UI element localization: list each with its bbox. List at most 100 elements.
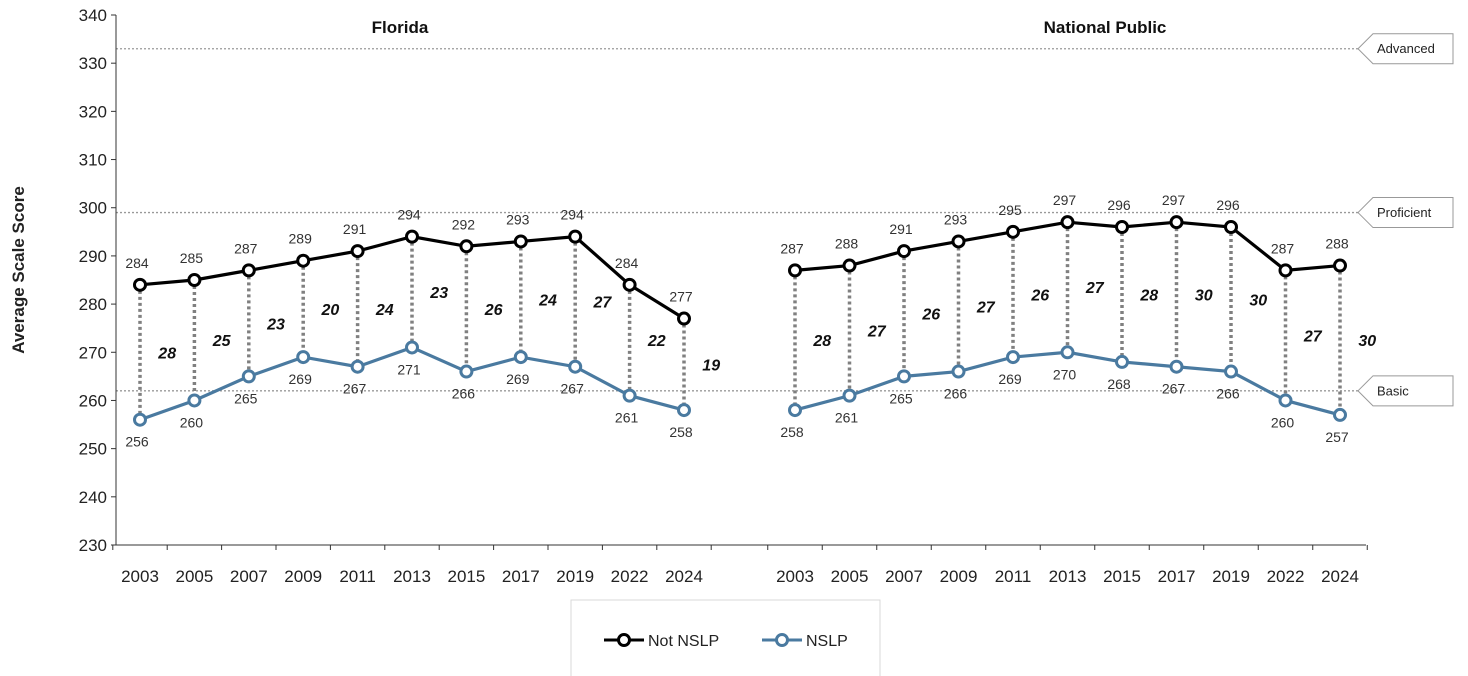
data-point-not-nslp [568,229,583,244]
data-label-not-nslp: 296 [1107,197,1131,213]
data-point-not-nslp [677,311,691,326]
data-point-not-nslp [187,273,202,287]
panel-title: National Public [1044,18,1167,37]
data-label-not-nslp: 295 [998,202,1022,218]
data-label-nslp: 257 [1325,429,1349,445]
data-label-not-nslp: 293 [506,211,530,227]
data-point-nslp [350,359,365,374]
legend: Not NSLP NSLP [570,599,881,676]
data-label-not-nslp: 288 [835,236,859,252]
data-point-not-nslp [350,244,365,259]
x-tick-label: 2017 [502,567,540,586]
level-flag-advanced [1357,33,1454,65]
data-point-nslp [568,359,583,374]
data-point-not-nslp [622,277,637,292]
level-flag-label: Basic [1377,383,1409,398]
x-tick-label: 2024 [665,567,703,586]
y-tick-label: 330 [79,54,107,73]
data-label-nslp: 269 [998,371,1022,387]
panel-florida: Florida 2003 2005 2007 2009 2011 2013 2015 2017 2… [121,18,720,586]
data-point-not-nslp [405,229,419,244]
gap-label: 25 [212,333,232,350]
data-label-nslp: 266 [944,386,968,402]
data-point-nslp [1169,359,1184,374]
y-tick-label: 230 [79,536,107,555]
x-tick-label: 2011 [339,567,376,586]
level-flag-basic [1357,375,1454,407]
gap-label: 24 [375,302,394,319]
x-tick-label: 2019 [1212,567,1250,586]
gap-label: 30 [1195,287,1213,304]
y-tick-label: 260 [79,391,107,410]
legend-marker-nslp [775,633,789,647]
data-label-nslp: 271 [397,361,421,377]
data-point-nslp [951,364,966,379]
gap-label: 27 [1303,328,1323,345]
y-tick-label: 240 [79,488,107,507]
data-label-nslp: 268 [1107,376,1131,392]
data-point-nslp [405,340,419,355]
data-label-not-nslp: 292 [452,216,476,232]
data-label-not-nslp: 277 [669,289,693,305]
data-point-nslp [241,369,256,384]
gap-label: 28 [812,333,831,350]
data-point-nslp [1006,350,1020,365]
legend-label-nslp: NSLP [806,633,848,650]
x-tick-label: 2003 [776,567,814,586]
gap-label: 27 [867,324,887,341]
data-label-not-nslp: 291 [343,221,367,237]
data-point-nslp [513,350,528,365]
data-label-not-nslp: 288 [1325,236,1349,252]
level-flag-proficient [1357,197,1454,229]
data-label-nslp: 267 [343,381,367,397]
legend-marker-not-nslp [617,633,631,647]
x-tick-label: 2011 [995,567,1032,586]
data-label-not-nslp: 294 [397,207,421,223]
data-label-not-nslp: 287 [1271,240,1295,256]
x-tick-label: 2007 [230,567,268,586]
data-label-nslp: 270 [1053,366,1077,382]
gap-label: 26 [1030,287,1049,304]
data-label-nslp: 266 [452,386,476,402]
gap-label: 19 [702,357,720,374]
series-line-nslp [139,345,685,422]
y-tick-label: 290 [79,247,107,266]
data-label-nslp: 256 [125,434,149,450]
gap-label: 24 [538,292,557,309]
x-tick-label: 2005 [175,567,213,586]
data-label-nslp: 267 [561,381,585,397]
data-point-not-nslp [897,244,911,259]
x-tick-label: 2022 [611,567,649,586]
level-flag-label: Proficient [1377,205,1432,220]
data-point-not-nslp [1006,224,1020,239]
data-label-nslp: 260 [180,414,204,430]
x-tick-label: 2015 [447,567,485,586]
data-point-not-nslp [951,234,966,249]
data-point-not-nslp [241,263,256,278]
gap-label: 26 [484,302,503,319]
x-tick-label: 2017 [1158,567,1196,586]
x-tick-label: 2003 [121,567,159,586]
x-tick-label: 2013 [1049,567,1087,586]
data-point-not-nslp [296,253,311,268]
data-point-nslp [842,388,857,403]
data-point-nslp [133,412,147,427]
data-point-nslp [459,364,474,379]
data-point-not-nslp [459,239,474,254]
gap-label: 27 [1085,280,1105,297]
gap-label: 28 [1139,287,1158,304]
data-point-nslp [1115,354,1129,369]
data-point-nslp [622,388,637,403]
data-label-not-nslp: 291 [889,221,913,237]
data-point-not-nslp [1060,215,1075,230]
gap-label: 27 [976,300,996,317]
level-flag-label: Advanced [1377,41,1435,56]
data-point-not-nslp [1278,263,1293,278]
y-tick-label: 300 [79,199,107,218]
data-point-not-nslp [513,234,528,249]
y-tick-label: 270 [79,343,107,362]
gap-label: 23 [266,316,285,333]
data-point-not-nslp [1115,220,1129,234]
